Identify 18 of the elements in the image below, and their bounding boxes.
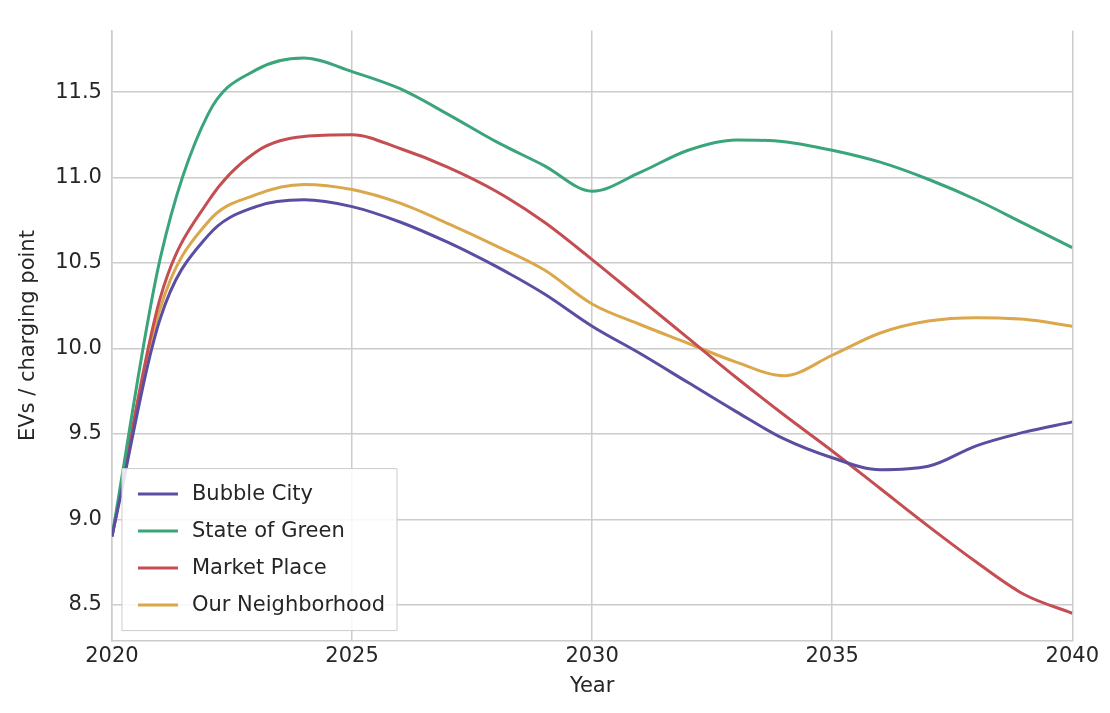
x-tick-label: 2025 [325, 642, 379, 667]
legend-label: State of Green [191, 517, 345, 542]
x-tick-label: 2030 [565, 642, 619, 667]
x-axis-title: Year [568, 672, 615, 697]
y-tick-label: 9.0 [68, 505, 102, 530]
x-tick-label: 2020 [85, 642, 139, 667]
legend-label: Our Neighborhood [191, 591, 385, 616]
y-tick-label: 9.5 [68, 420, 102, 445]
y-tick-label: 8.5 [68, 591, 102, 616]
x-tick-label: 2040 [1045, 642, 1099, 667]
y-tick-label: 11.0 [55, 164, 102, 188]
y-axis-title: EVs / charging point [15, 230, 40, 442]
y-tick-label: 10.5 [55, 249, 102, 274]
legend-label: Market Place [191, 554, 327, 579]
legend-label: Bubble City [191, 480, 313, 505]
y-tick-label: 10.0 [55, 334, 102, 359]
x-tick-label: 2035 [805, 642, 859, 667]
y-tick-label: 11.5 [55, 78, 102, 103]
